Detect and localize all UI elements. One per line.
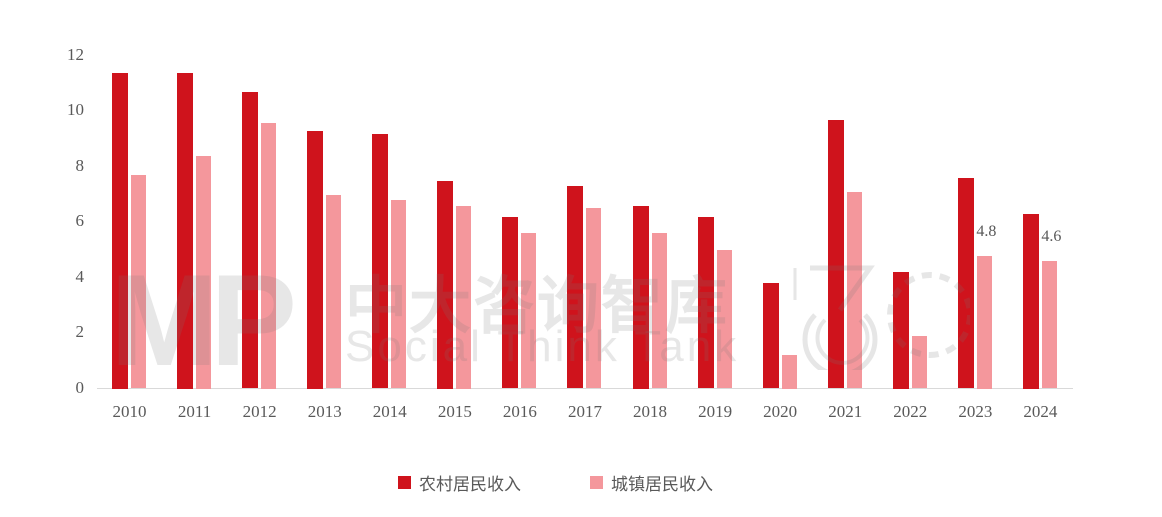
- y-tick-label: 8: [75, 155, 85, 175]
- data-label: 4.8: [976, 222, 997, 240]
- x-tick-label: 2012: [242, 402, 277, 421]
- y-tick-label: 4: [75, 266, 85, 286]
- x-tick-label: 2014: [372, 402, 407, 421]
- bar-rural: [502, 216, 519, 389]
- legend: 农村居民收入 城镇居民收入: [0, 470, 1162, 495]
- y-tick-label: 10: [67, 100, 84, 120]
- bar-rural: [372, 133, 389, 389]
- bar-urban: [846, 191, 862, 389]
- y-tick-label: 0: [75, 377, 85, 397]
- bar-rural: [307, 130, 324, 389]
- bar-rural: [632, 205, 649, 389]
- bar-urban: [196, 155, 212, 389]
- x-tick-label: 2021: [828, 402, 863, 421]
- bar-rural: [567, 186, 584, 389]
- y-tick-label: 2: [75, 322, 85, 342]
- watermark-emblem-icon: [793, 265, 970, 370]
- bar-urban: [716, 249, 732, 389]
- bar-rural: [177, 72, 194, 389]
- x-tick-label: 2011: [177, 402, 212, 421]
- x-tick-label: 2022: [893, 402, 928, 421]
- legend-item-urban: 城镇居民收入: [590, 470, 713, 495]
- x-tick-label: 2010: [112, 402, 147, 421]
- x-tick-label: 2020: [763, 402, 798, 421]
- bar-rural: [892, 272, 909, 389]
- bar-urban: [976, 255, 992, 389]
- bar-urban: [456, 205, 472, 389]
- x-tick-label: 2024: [1023, 402, 1058, 421]
- data-label: 4.6: [1041, 228, 1062, 246]
- bar-urban: [391, 200, 407, 389]
- bar-urban: [911, 335, 927, 389]
- bar-urban: [781, 355, 797, 389]
- bar-urban: [131, 175, 146, 389]
- x-tick-label: 2018: [633, 402, 668, 421]
- y-tick-label: 12: [67, 45, 84, 64]
- bar-urban: [651, 233, 667, 389]
- bar-urban: [586, 208, 602, 389]
- bar-urban: [521, 233, 537, 389]
- bar-rural: [957, 177, 974, 389]
- legend-swatch-urban: [590, 476, 603, 489]
- bar-rural: [437, 180, 454, 389]
- legend-label-urban: 城镇居民收入: [611, 475, 713, 495]
- x-tick-label: 2019: [698, 402, 733, 421]
- x-tick-label: 2013: [307, 402, 342, 421]
- x-axis-line: [97, 388, 1073, 389]
- x-tick-label: 2016: [502, 402, 537, 421]
- y-tick-label: 6: [75, 211, 85, 231]
- bar-rural: [827, 119, 844, 389]
- bar-rural: [1022, 213, 1039, 389]
- x-tick-label: 2023: [958, 402, 993, 421]
- legend-label-rural: 农村居民收入: [419, 475, 521, 495]
- bar-rural: [762, 283, 779, 389]
- bar-urban: [1041, 261, 1057, 389]
- bar-urban: [326, 194, 342, 389]
- bar-rural: [112, 72, 128, 389]
- x-tick-label: 2015: [437, 402, 472, 421]
- legend-swatch-rural: [398, 476, 411, 489]
- bar-rural: [697, 216, 714, 389]
- legend-item-rural: 农村居民收入: [398, 470, 521, 495]
- bar-urban: [261, 122, 277, 389]
- x-tick-label: 2017: [567, 402, 602, 421]
- bar-rural: [242, 92, 259, 389]
